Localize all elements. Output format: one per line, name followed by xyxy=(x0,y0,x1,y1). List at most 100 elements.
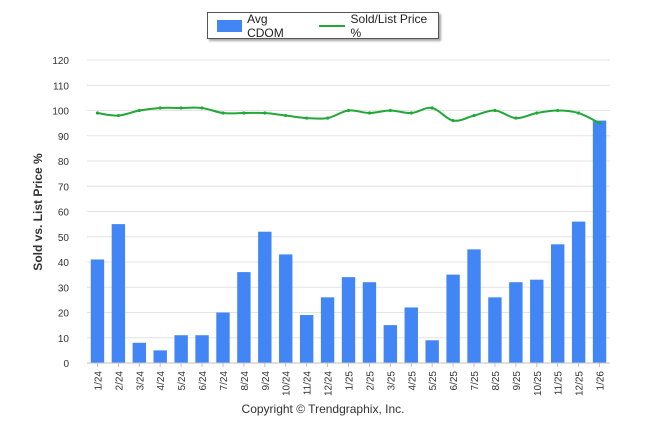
line-point-1/25 xyxy=(346,108,351,113)
bar-10/25 xyxy=(530,279,544,363)
y-tick-label-100: 100 xyxy=(52,107,69,118)
bar-3/25 xyxy=(383,325,398,363)
bar-3/24 xyxy=(132,342,146,363)
line-point-6/25 xyxy=(451,119,455,123)
y-tick-label-70: 70 xyxy=(58,182,70,193)
x-tick-label-6/24: 6/24 xyxy=(198,371,209,391)
grid-lines xyxy=(87,59,610,364)
line-point-11/25 xyxy=(556,108,560,113)
x-tick-label-1/26: 1/26 xyxy=(596,371,607,391)
y-tick-label-50: 50 xyxy=(58,233,70,244)
y-tick-label-20: 20 xyxy=(58,309,70,320)
bar-12/24 xyxy=(320,297,335,363)
bar-4/25 xyxy=(404,307,418,363)
y-axis-title: Sold vs. List Price % xyxy=(31,153,45,271)
line-point-2/25 xyxy=(367,111,372,115)
bar-6/24 xyxy=(195,335,209,363)
x-tick-label-5/25: 5/25 xyxy=(428,371,439,391)
line-series xyxy=(95,106,602,125)
line-point-9/24 xyxy=(263,111,267,115)
x-tick-label-6/25: 6/25 xyxy=(449,371,460,391)
x-tick-label-12/25: 12/25 xyxy=(575,371,586,396)
bar-5/25 xyxy=(425,340,439,363)
bar-1/24 xyxy=(90,259,105,363)
x-tick-label-8/24: 8/24 xyxy=(240,371,251,391)
line-point-5/24 xyxy=(179,106,183,110)
line-point-2/24 xyxy=(116,113,120,118)
line-point-10/25 xyxy=(535,111,539,115)
line-point-7/24 xyxy=(221,111,225,115)
line-point-12/25 xyxy=(577,111,581,115)
bar-7/24 xyxy=(216,312,230,363)
x-tick-label-7/25: 7/25 xyxy=(470,371,481,391)
x-tick-label-9/25: 9/25 xyxy=(512,371,523,391)
x-tick-label-7/24: 7/24 xyxy=(219,371,230,391)
legend-item-bar: Avg CDOM xyxy=(208,12,305,40)
x-tick-label-3/25: 3/25 xyxy=(386,371,397,391)
line-point-5/25 xyxy=(430,106,434,110)
line-point-3/25 xyxy=(388,108,392,113)
line-point-4/25 xyxy=(409,111,413,115)
bar-12/25 xyxy=(571,221,586,363)
line-point-10/24 xyxy=(284,113,288,118)
bar-5/24 xyxy=(174,335,188,363)
x-tick-label-1/24: 1/24 xyxy=(93,371,104,391)
bar-11/25 xyxy=(551,244,565,363)
line-point-8/24 xyxy=(242,111,246,115)
line-point-1/24 xyxy=(95,111,100,115)
line-point-3/24 xyxy=(137,108,141,113)
chart-legend: Avg CDOM Sold/List Price % xyxy=(207,12,439,40)
legend-item-line: Sold/List Price % xyxy=(305,12,438,40)
bar-10/24 xyxy=(279,254,293,363)
legend-swatch-line xyxy=(319,24,345,27)
line-point-12/24 xyxy=(325,116,330,120)
y-tick-label-80: 80 xyxy=(58,157,70,168)
copyright-text: Copyright © Trendgraphix, Inc. xyxy=(241,402,405,416)
x-tick-label-11/25: 11/25 xyxy=(554,371,565,396)
legend-label-line: Sold/List Price % xyxy=(350,11,428,40)
line-point-7/25 xyxy=(472,113,476,118)
bar-1/26 xyxy=(592,120,607,363)
y-tick-label-10: 10 xyxy=(58,334,70,345)
x-tick-label-2/24: 2/24 xyxy=(114,371,125,391)
bar-8/24 xyxy=(237,272,251,363)
y-tick-label-0: 0 xyxy=(63,359,69,370)
bar-4/24 xyxy=(153,350,167,363)
x-tick-label-4/24: 4/24 xyxy=(156,371,167,391)
bar-7/25 xyxy=(467,249,481,363)
bar-2/25 xyxy=(362,282,377,363)
x-tick-label-2/25: 2/25 xyxy=(365,371,376,391)
x-tick-label-10/24: 10/24 xyxy=(282,371,293,396)
y-tick-label-60: 60 xyxy=(58,208,70,219)
y-tick-label-110: 110 xyxy=(53,81,69,92)
x-tick-label-4/25: 4/25 xyxy=(407,371,418,391)
line-point-4/24 xyxy=(158,106,162,110)
y-tick-label-90: 90 xyxy=(58,132,70,143)
x-tick-label-1/25: 1/25 xyxy=(345,371,356,391)
x-tick-label-3/24: 3/24 xyxy=(135,371,146,391)
x-tick-label-5/24: 5/24 xyxy=(177,371,188,391)
y-tick-label-30: 30 xyxy=(58,283,70,294)
line-point-9/25 xyxy=(514,116,518,120)
bar-6/25 xyxy=(446,274,460,363)
x-tick-label-9/24: 9/24 xyxy=(261,371,272,391)
line-point-11/24 xyxy=(305,116,309,120)
line-point-1/26 xyxy=(597,121,602,125)
y-tick-label-40: 40 xyxy=(58,258,70,269)
bar-9/25 xyxy=(509,282,523,363)
bar-11/24 xyxy=(299,315,314,363)
legend-label-bar: Avg CDOM xyxy=(247,11,284,40)
bar-9/24 xyxy=(258,231,272,363)
bar-series xyxy=(90,120,607,363)
axes: 0 10 20 30 40 50 60 70 80 90 100 110 120 1/24 2/24 3/24… xyxy=(52,56,610,396)
x-tick-label-11/24: 11/24 xyxy=(303,371,314,396)
legend-swatch-bar xyxy=(217,19,243,32)
x-tick-label-8/25: 8/25 xyxy=(491,371,502,391)
bar-1/25 xyxy=(341,277,356,363)
line-point-6/24 xyxy=(200,106,204,110)
x-tick-label-12/24: 12/24 xyxy=(324,371,335,396)
bar-2/24 xyxy=(111,224,126,363)
line-point-8/25 xyxy=(493,108,497,113)
